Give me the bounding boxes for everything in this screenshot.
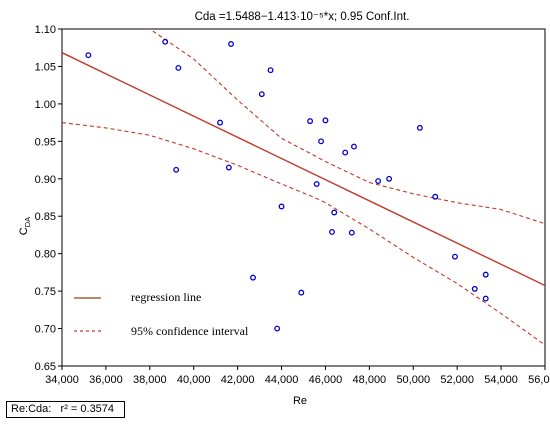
x-tick-label: 50,000: [396, 374, 430, 386]
data-point: [318, 138, 325, 145]
x-tick-label: 54,000: [484, 374, 518, 386]
y-tick-label: 0.75: [35, 286, 56, 298]
y-axis-label-main: C: [18, 227, 30, 235]
data-point: [274, 325, 281, 332]
data-point: [85, 52, 92, 59]
data-point: [258, 91, 265, 98]
data-point: [331, 209, 338, 216]
x-tick-label: 34,000: [45, 374, 79, 386]
data-point: [162, 38, 169, 45]
y-tick-label: 0.70: [35, 324, 56, 336]
data-point: [329, 228, 335, 235]
y-axis-label: CDA: [18, 217, 32, 235]
data-point: [482, 271, 489, 278]
data-point: [348, 229, 355, 236]
legend: regression line 95% confidence interval: [74, 290, 249, 338]
x-tick-label: 36,000: [89, 374, 123, 386]
data-point: [217, 119, 224, 126]
data-point: [432, 193, 439, 200]
plot-area: [61, 28, 546, 367]
legend-regression-label: regression line: [131, 290, 201, 304]
data-point: [386, 175, 393, 182]
x-tick-label: 42,000: [221, 374, 255, 386]
x-tick-label: 38,000: [133, 374, 167, 386]
x-axis: 34,000 36,000 38,000 40,000 42,000 44,000 46,0…: [45, 366, 550, 386]
x-tick-label: 40,000: [177, 374, 211, 386]
data-point: [250, 274, 256, 281]
x-tick-label: 44,000: [265, 374, 299, 386]
y-tick-label: 1.05: [35, 61, 56, 73]
data-point: [225, 164, 232, 171]
data-point: [482, 295, 489, 302]
x-tick-label: 46,000: [309, 374, 343, 386]
data-point: [267, 67, 274, 74]
x-tick-label: 48,000: [353, 374, 387, 386]
y-tick-label: 1.00: [35, 99, 56, 111]
y-tick-label: 1.10: [35, 24, 56, 36]
y-tick-label: 0.85: [35, 211, 56, 223]
data-point: [322, 117, 329, 124]
data-point: [228, 41, 234, 47]
data-point: [351, 143, 357, 150]
data-point: [471, 285, 478, 292]
stat-box: Re:Cda: r² = 0.3574: [6, 401, 125, 418]
x-tick-label: 52,000: [440, 374, 474, 386]
y-tick-label: 0.80: [35, 249, 56, 261]
data-point: [278, 203, 285, 210]
regression-layer: [62, 52, 545, 287]
data-point: [307, 118, 314, 125]
stat-box-r2: r² = 0.3574: [60, 403, 115, 415]
chart-title: Cda =1.5488−1.413·10⁻⁵*x; 0.95 Conf.Int.: [195, 11, 410, 23]
legend-confidence-label: 95% confidence interval: [131, 324, 249, 338]
data-point: [313, 181, 320, 187]
x-axis-label: Re: [293, 395, 307, 407]
y-axis: 0.65 0.70 0.75 0.80 0.85 0.90 0.95 1.00 1.05 1.10: [35, 24, 62, 373]
data-point: [175, 64, 182, 71]
confidence-band-layer: [62, 29, 545, 346]
y-axis-label-sub: DA: [23, 217, 32, 227]
data-point: [298, 289, 305, 296]
y-tick-label: 0.90: [35, 174, 56, 186]
confidence-upper-line: [148, 29, 545, 225]
regression-line: [62, 52, 545, 287]
data-point: [342, 149, 349, 156]
data-point: [375, 178, 382, 184]
x-tick-label: 56,000: [528, 374, 550, 386]
y-tick-label: 0.65: [35, 361, 56, 373]
data-point: [416, 124, 423, 131]
y-tick-label: 0.95: [35, 136, 56, 148]
data-point: [173, 166, 180, 173]
stat-box-label: Re:Cda:: [11, 403, 52, 415]
data-point: [452, 253, 458, 260]
points-layer: [85, 38, 489, 332]
